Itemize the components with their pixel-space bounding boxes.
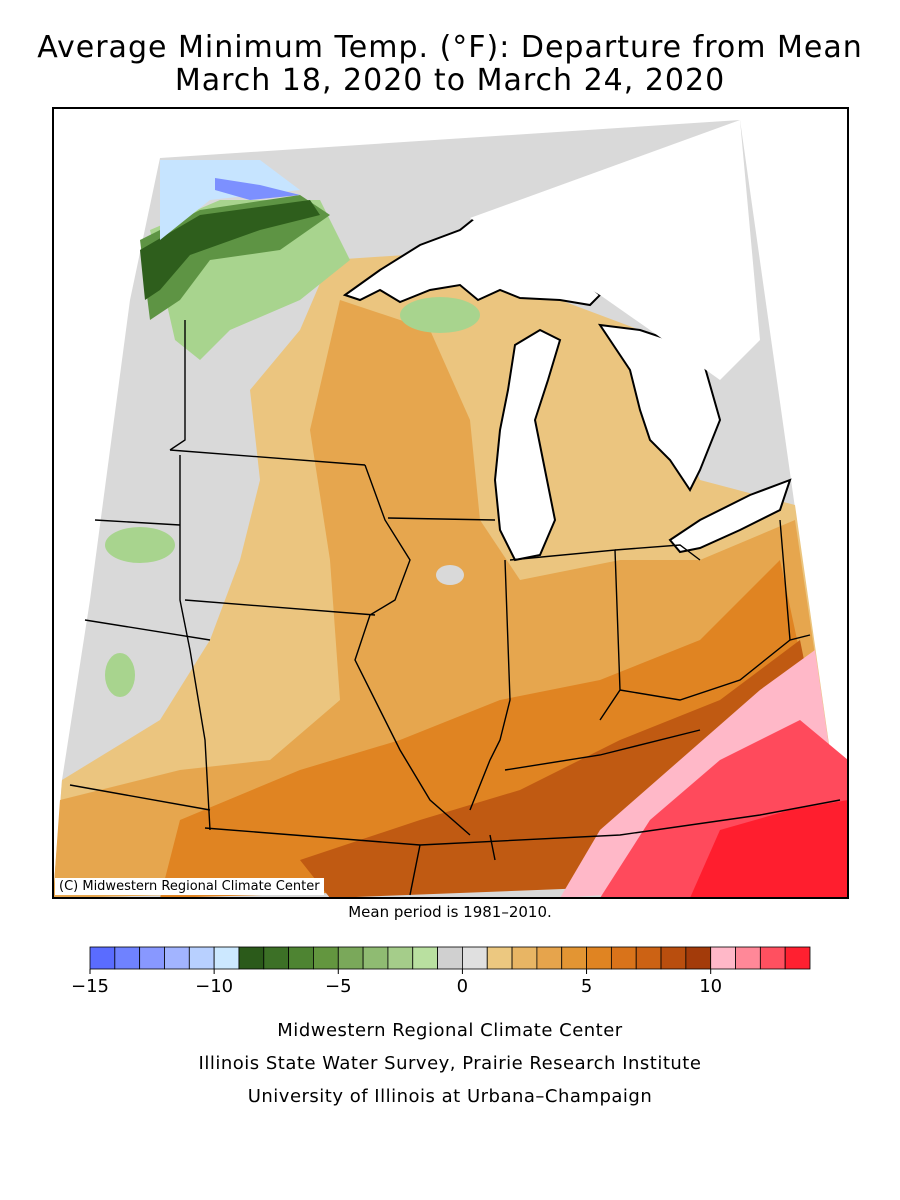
- legend-swatch: [511, 946, 538, 970]
- legend-swatch: [412, 946, 438, 970]
- legend-tick-label: −5: [324, 976, 352, 997]
- legend-ticks: [89, 969, 712, 974]
- anomaly-zone-grey-iowa: [436, 565, 464, 585]
- legend-swatch: [660, 946, 687, 970]
- legend-colorbar: [89, 946, 811, 970]
- legend-swatch: [586, 946, 612, 970]
- map-title: Average Minimum Temp. (°F): Departure fr…: [37, 30, 863, 65]
- legend-tick-label: −15: [71, 976, 109, 997]
- legend-tick-label: 10: [699, 976, 723, 997]
- upper-canada-land: [470, 120, 760, 380]
- anomaly-zone-green-lake-superior-south: [400, 297, 480, 333]
- legend-swatch: [387, 946, 414, 970]
- legend-swatch: [536, 946, 563, 970]
- legend-swatch: [437, 946, 463, 970]
- legend-tick-label: 0: [456, 976, 469, 997]
- legend-swatch: [188, 946, 215, 970]
- footer-university: University of Illinois at Urbana–Champai…: [247, 1086, 653, 1107]
- legend-swatch: [561, 946, 587, 970]
- anomaly-zone-blue: [215, 178, 300, 200]
- state-borders: [69, 320, 841, 896]
- legend-swatch: [784, 946, 811, 970]
- legend-swatch: [139, 946, 165, 970]
- footer-org: Midwestern Regional Climate Center: [277, 1020, 623, 1041]
- legend-swatch: [362, 946, 389, 970]
- legend-swatch: [313, 946, 339, 970]
- anomaly-zone-green-nebraska: [105, 653, 135, 697]
- map-date-range: March 18, 2020 to March 24, 2020: [174, 63, 726, 98]
- legend-swatch: [635, 946, 662, 970]
- anomaly-zone-bright-red: [690, 800, 848, 898]
- legend-swatch: [164, 946, 190, 970]
- legend-swatch: [288, 946, 314, 970]
- mean-period-note: Mean period is 1981–2010.: [348, 903, 552, 921]
- legend-tick-label: 5: [580, 976, 593, 997]
- map-credit: (C) Midwestern Regional Climate Center: [55, 878, 324, 895]
- legend-swatch: [462, 946, 488, 970]
- legend-swatch: [238, 946, 265, 970]
- legend-swatch: [486, 946, 513, 970]
- legend-swatch: [114, 946, 141, 970]
- lake-michigan: [493, 328, 562, 562]
- legend-swatch: [263, 946, 290, 970]
- legend-tick-label: −10: [195, 976, 234, 997]
- legend-swatch: [610, 946, 637, 970]
- anomaly-zone-light-blue: [160, 160, 300, 240]
- legend-swatch: [89, 946, 116, 970]
- legend-swatch: [759, 946, 786, 970]
- legend-swatch: [710, 946, 736, 970]
- legend-swatch: [735, 946, 761, 970]
- legend-swatch: [337, 946, 364, 970]
- map-border: [52, 107, 849, 899]
- anomaly-zone-dark-green: [140, 200, 320, 300]
- legend-swatch: [213, 946, 240, 970]
- anomaly-zone-green-dakota: [105, 527, 175, 563]
- footer-survey: Illinois State Water Survey, Prairie Res…: [198, 1053, 702, 1074]
- lake-superior: [342, 216, 602, 307]
- legend-swatch: [685, 946, 712, 970]
